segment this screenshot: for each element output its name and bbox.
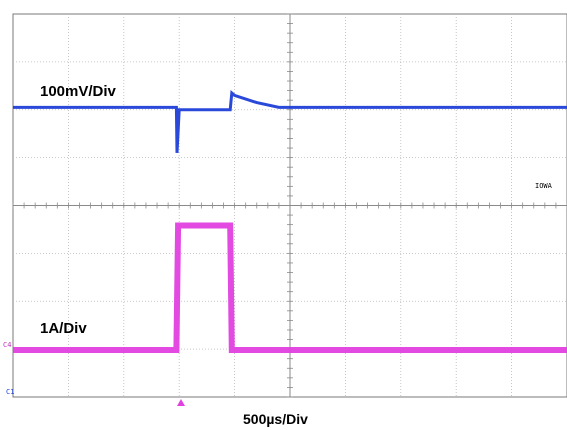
grid bbox=[12, 13, 567, 398]
trigger-position-marker bbox=[177, 399, 185, 406]
time-scale-label: 500µs/Div bbox=[243, 411, 308, 427]
current-scale-label: 1A/Div bbox=[40, 320, 87, 337]
series-line-current bbox=[13, 222, 567, 353]
series-line-voltage bbox=[13, 89, 567, 153]
voltage-scale-label: 100mV/Div bbox=[40, 83, 117, 100]
traces bbox=[13, 89, 567, 353]
brand-logo: IOWA bbox=[535, 182, 553, 190]
ch1-marker: C1 bbox=[6, 388, 14, 396]
ch4-marker: C4 bbox=[3, 341, 11, 349]
